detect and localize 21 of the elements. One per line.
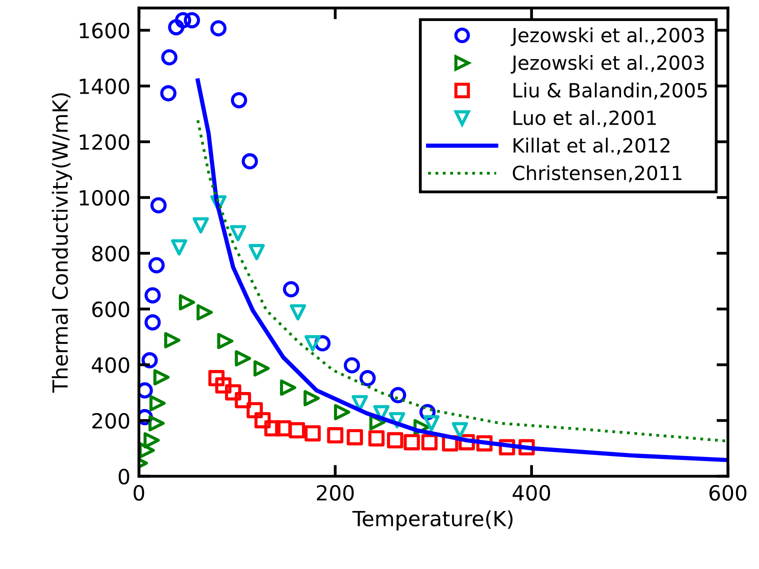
x-tick-label: 200 (316, 484, 354, 501)
y-tick-label: 200 (92, 412, 130, 429)
x-axis-title: Temperature(K) (352, 510, 513, 530)
y-tick-label: 800 (92, 246, 130, 262)
legend-label: Killat et al.,2012 (514, 138, 670, 155)
y-tick-label: 1600 (80, 22, 130, 38)
y-tick-label: 1200 (80, 134, 130, 150)
legend-label: Luo et al.,2001 (514, 110, 656, 128)
y-axis-title: Thermal Conductivity(W/mK) (52, 93, 72, 393)
y-tick-label: 1000 (80, 190, 130, 206)
x-tick-label: 0 (134, 484, 144, 501)
y-tick-label: 0 (118, 468, 130, 484)
legend-label: Christensen,2011 (512, 165, 682, 182)
x-tick-label: 600 (709, 484, 746, 501)
y-tick-label: 1400 (80, 78, 130, 94)
y-tick-label: 400 (92, 357, 130, 373)
x-tick-label: 400 (512, 484, 550, 501)
legend-label: Jezowski et al.,2003 (510, 54, 704, 74)
legend-label: Jezowski et al.,2003 (510, 27, 704, 46)
y-tick-label: 600 (92, 301, 130, 318)
legend-label: Liu & Balandin,2005 (514, 82, 707, 100)
